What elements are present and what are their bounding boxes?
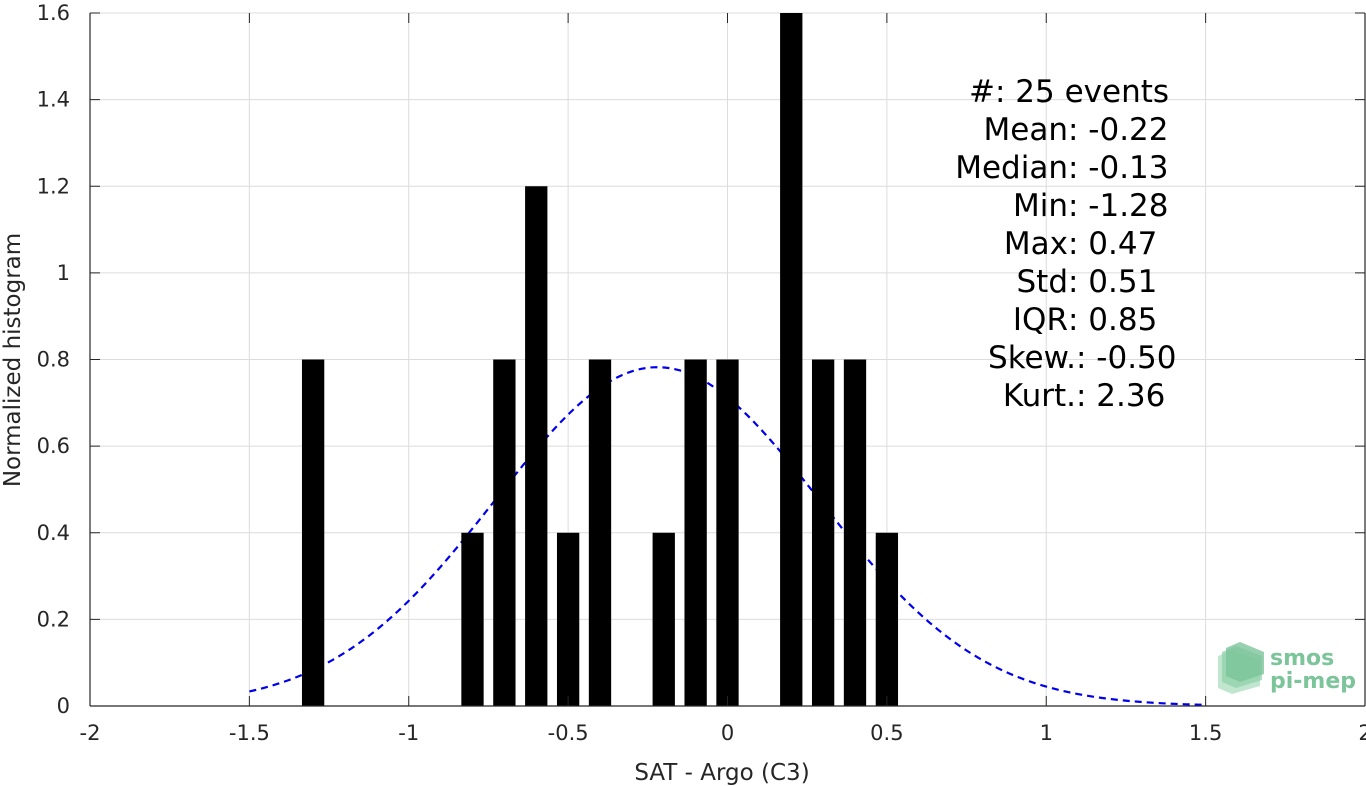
histogram-bar bbox=[652, 532, 675, 706]
stat-value: : -0.22 bbox=[1068, 112, 1169, 148]
stat-value: : -1.28 bbox=[1068, 188, 1169, 224]
y-tick-label: 0.8 bbox=[37, 348, 70, 372]
x-tick-labels: -2 -1.5 -1 -0.5 0 0.5 1 1.5 2 bbox=[80, 721, 1366, 745]
stat-label: Std bbox=[1016, 264, 1068, 300]
histogram-bar bbox=[588, 359, 612, 706]
logo-layers-icon bbox=[1218, 642, 1264, 694]
y-axis-title: Normalized histogram bbox=[0, 233, 26, 487]
x-tick-label: 1 bbox=[1040, 721, 1053, 745]
histogram-bar bbox=[684, 359, 707, 706]
stat-value: : 25 events bbox=[995, 74, 1169, 110]
x-tick-label: -0.5 bbox=[548, 721, 589, 745]
histogram-bar bbox=[780, 13, 803, 706]
y-tick-label: 1.4 bbox=[37, 88, 70, 112]
stat-value: : 0.51 bbox=[1068, 264, 1157, 300]
histogram-bar bbox=[301, 359, 325, 706]
stat-label: Skew. bbox=[988, 340, 1076, 376]
bars-group bbox=[301, 13, 899, 706]
x-tick-label: 1.5 bbox=[1189, 721, 1222, 745]
y-tick-label: 0.4 bbox=[37, 521, 70, 545]
axes-frame bbox=[89, 12, 1366, 707]
logo-line2: pi-mep bbox=[1270, 669, 1356, 694]
stat-label: Max bbox=[1004, 226, 1068, 262]
histogram-bar bbox=[525, 186, 548, 706]
stat-label: # bbox=[969, 74, 995, 110]
y-tick-label: 1.6 bbox=[37, 1, 70, 25]
x-tick-label: 0 bbox=[721, 721, 734, 745]
stat-label: Min bbox=[1013, 188, 1068, 224]
y-tick-label: 0.6 bbox=[37, 434, 70, 458]
histogram-bar bbox=[493, 359, 516, 706]
x-tick-label: -1 bbox=[398, 721, 419, 745]
histogram-bar bbox=[811, 359, 835, 706]
stat-value: : -0.13 bbox=[1068, 150, 1169, 186]
x-tick-label: -1.5 bbox=[229, 721, 270, 745]
x-tick-label: 0.5 bbox=[870, 721, 903, 745]
stat-label: Kurt. bbox=[1003, 378, 1076, 414]
smos-pimep-logo: smos pi-mep bbox=[1218, 642, 1356, 694]
x-tick-label: -2 bbox=[80, 721, 101, 745]
logo-line1: smos bbox=[1270, 646, 1334, 671]
stat-label: IQR bbox=[1013, 302, 1068, 338]
stat-label: Mean bbox=[984, 112, 1068, 148]
y-tick-label: 1 bbox=[57, 261, 70, 285]
x-tick-label: 2 bbox=[1358, 721, 1366, 745]
y-tick-label: 1.2 bbox=[37, 174, 70, 198]
stat-value: : 0.85 bbox=[1068, 302, 1157, 338]
y-tick-labels: 0 0.2 0.4 0.6 0.8 1 1.2 1.4 1.6 bbox=[37, 1, 70, 718]
histogram-bar bbox=[843, 359, 867, 706]
stat-value: : 0.47 bbox=[1068, 226, 1157, 262]
histogram-bar bbox=[556, 532, 580, 706]
y-tick-label: 0 bbox=[57, 694, 70, 718]
histogram-bar bbox=[461, 532, 484, 706]
histogram-bar bbox=[716, 359, 739, 706]
y-tick-label: 0.2 bbox=[37, 607, 70, 631]
x-axis-title: SAT - Argo (C3) bbox=[634, 760, 809, 786]
stat-value: : 2.36 bbox=[1076, 378, 1165, 414]
histogram-bar bbox=[875, 532, 899, 706]
stat-value: : -0.50 bbox=[1076, 340, 1177, 376]
stat-label: Median bbox=[955, 150, 1068, 186]
